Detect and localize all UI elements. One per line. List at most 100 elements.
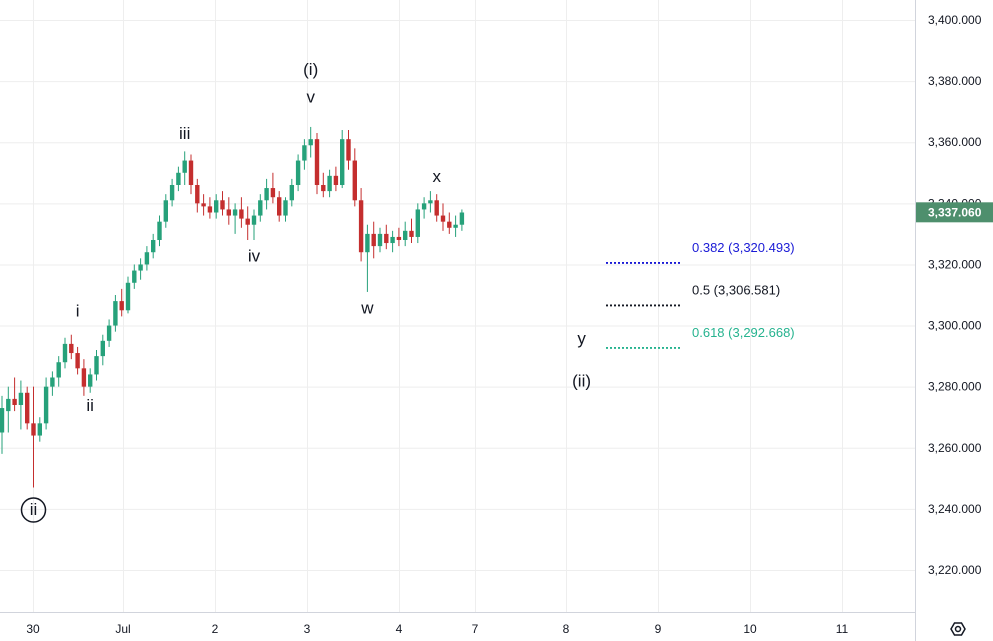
candle-body bbox=[440, 215, 446, 222]
candle-body bbox=[201, 203, 206, 207]
candle-body bbox=[308, 139, 313, 146]
wave-label: y bbox=[577, 329, 586, 348]
candle-body bbox=[352, 160, 357, 201]
wave-label: (i) bbox=[303, 60, 318, 79]
price-tick-label: 3,220.000 bbox=[928, 563, 982, 577]
candle-body bbox=[415, 209, 420, 237]
time-tick-label: 9 bbox=[655, 622, 662, 636]
price-tick-label: 3,320.000 bbox=[928, 257, 982, 271]
candle-body bbox=[459, 212, 465, 225]
time-tick-label: Jul bbox=[115, 622, 130, 636]
candle-body bbox=[371, 233, 376, 247]
candle-body bbox=[270, 188, 276, 198]
candle-body bbox=[289, 185, 294, 201]
candle-body bbox=[12, 398, 17, 405]
candle-body bbox=[207, 206, 213, 213]
candle-body bbox=[56, 362, 61, 378]
candle-body bbox=[62, 343, 68, 363]
candle-body bbox=[396, 236, 402, 240]
fib-level-label: 0.5 (3,306.581) bbox=[692, 282, 780, 297]
candle-body bbox=[144, 252, 150, 265]
candle-body bbox=[365, 233, 370, 253]
candle-body bbox=[43, 386, 49, 424]
candle-body bbox=[453, 224, 458, 228]
candle-body bbox=[220, 200, 225, 210]
candle-body bbox=[37, 423, 42, 436]
candle-body bbox=[169, 185, 175, 201]
wave-label: i bbox=[76, 301, 80, 320]
price-axis[interactable]: 3,400.0003,380.0003,360.0003,340.0003,32… bbox=[928, 13, 982, 577]
last-price-tag: 3,337.060 bbox=[916, 202, 993, 223]
time-tick-label: 2 bbox=[212, 622, 219, 636]
candle-body bbox=[232, 209, 238, 216]
candle-body bbox=[176, 172, 181, 185]
candle-body bbox=[258, 200, 263, 216]
candle-body bbox=[403, 230, 408, 240]
settings-icon[interactable] bbox=[950, 622, 966, 636]
last-price-tag-bg bbox=[916, 202, 993, 223]
candle-body bbox=[226, 209, 231, 216]
candlestick-series bbox=[0, 126, 465, 488]
price-tick-label: 3,300.000 bbox=[928, 319, 982, 333]
time-axis[interactable]: 30 Jul 2 3 4 7 8 9 10 11 bbox=[26, 622, 848, 636]
candle-body bbox=[245, 218, 250, 225]
candle-body bbox=[31, 423, 36, 436]
candle-body bbox=[195, 185, 200, 204]
price-tick-label: 3,240.000 bbox=[928, 502, 982, 516]
candle-body bbox=[277, 197, 282, 216]
candle-body bbox=[6, 398, 11, 412]
time-tick-label: 11 bbox=[836, 622, 849, 636]
candle-body bbox=[25, 392, 30, 424]
candle-body bbox=[447, 221, 452, 228]
candle-body bbox=[81, 368, 87, 387]
candle-body bbox=[377, 233, 383, 247]
wave-label: iv bbox=[248, 246, 261, 265]
candle-body bbox=[434, 200, 439, 216]
candle-body bbox=[409, 230, 414, 237]
candle-body bbox=[239, 209, 244, 219]
candle-body bbox=[302, 145, 307, 161]
wave-label: (ii) bbox=[572, 372, 591, 391]
time-tick-label: 3 bbox=[304, 622, 311, 636]
fib-level-label: 0.618 (3,292.668) bbox=[692, 325, 795, 340]
candle-body bbox=[138, 264, 143, 271]
candle-body bbox=[132, 270, 137, 283]
time-tick-label: 30 bbox=[26, 622, 40, 636]
candle-body bbox=[188, 160, 194, 185]
candle-body bbox=[157, 221, 162, 240]
candle-body bbox=[125, 282, 131, 311]
price-tick-label: 3,360.000 bbox=[928, 135, 982, 149]
candle-body bbox=[390, 236, 395, 244]
time-tick-label: 7 bbox=[472, 622, 479, 636]
time-tick-label: 10 bbox=[743, 622, 757, 636]
circled-wave-label: ii bbox=[30, 500, 38, 519]
candle-body bbox=[214, 200, 219, 213]
candle-body bbox=[346, 139, 351, 161]
candle-body bbox=[69, 343, 74, 354]
candle-body bbox=[321, 185, 326, 192]
candle-body bbox=[251, 215, 257, 225]
candle-body bbox=[106, 325, 112, 341]
candle-body bbox=[340, 139, 345, 185]
candle-body bbox=[0, 408, 5, 433]
candle-body bbox=[50, 377, 55, 387]
candle-body bbox=[295, 160, 301, 185]
candle-body bbox=[75, 353, 80, 369]
candle-body bbox=[283, 200, 288, 216]
price-tick-label: 3,380.000 bbox=[928, 74, 982, 88]
price-tick-label: 3,260.000 bbox=[928, 441, 982, 455]
candle-body bbox=[94, 356, 99, 375]
candle-body bbox=[113, 301, 118, 326]
wave-label: x bbox=[432, 167, 441, 186]
candle-body bbox=[88, 374, 93, 387]
fibonacci-levels: 0.382 (3,320.493) 0.5 (3,306.581) 0.618 (3… bbox=[606, 240, 795, 349]
candle-body bbox=[384, 233, 389, 244]
candle-body bbox=[327, 175, 332, 192]
candle-body bbox=[314, 139, 320, 185]
candle-body bbox=[264, 188, 269, 201]
candle-body bbox=[182, 160, 187, 173]
candle-body bbox=[119, 301, 124, 311]
price-tick-label: 3,280.000 bbox=[928, 380, 982, 394]
